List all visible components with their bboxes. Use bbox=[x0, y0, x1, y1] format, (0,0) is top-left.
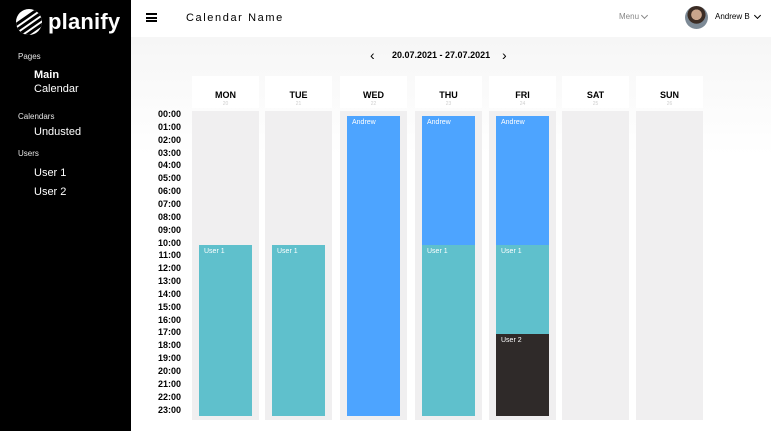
event-label: Andrew bbox=[352, 119, 376, 126]
day-name: THU bbox=[439, 90, 458, 100]
section-label-users: Users bbox=[18, 149, 39, 158]
time-label: 01:00 bbox=[157, 121, 181, 132]
next-week-button[interactable]: › bbox=[502, 47, 507, 63]
avatar[interactable] bbox=[685, 6, 708, 29]
time-label: 23:00 bbox=[157, 404, 181, 415]
day-number: 24 bbox=[519, 101, 526, 107]
brand-name: planify bbox=[48, 9, 121, 34]
day-name: FRI bbox=[515, 90, 530, 100]
day-column-mon[interactable]: User 1 bbox=[192, 111, 259, 420]
day-header-thu: THU 23 bbox=[415, 76, 482, 108]
day-column-sat[interactable] bbox=[562, 111, 629, 420]
event-block[interactable]: Andrew bbox=[496, 116, 549, 245]
sidebar-item-calendar[interactable]: Calendar bbox=[34, 83, 79, 95]
event-block[interactable]: User 1 bbox=[496, 244, 549, 335]
hamburger-icon[interactable] bbox=[146, 13, 157, 22]
day-header-mon: MON 20 bbox=[192, 76, 259, 108]
sidebar-item-user-1[interactable]: User 1 bbox=[34, 167, 67, 179]
day-column-fri[interactable]: Andrew User 1 User 2 bbox=[489, 111, 556, 420]
day-column-wed[interactable]: Andrew bbox=[340, 111, 407, 420]
day-column-sun[interactable] bbox=[636, 111, 703, 420]
time-label: 00:00 bbox=[157, 109, 181, 119]
day-number: 21 bbox=[295, 101, 302, 107]
day-name: WED bbox=[363, 90, 384, 100]
day-number: 22 bbox=[370, 101, 377, 107]
sidebar-item-undusted[interactable]: Undusted bbox=[34, 126, 82, 138]
time-label: 02:00 bbox=[157, 134, 181, 145]
event-block[interactable]: User 1 bbox=[422, 244, 475, 416]
time-label: 11:00 bbox=[158, 250, 181, 261]
event-block[interactable]: User 1 bbox=[199, 244, 252, 416]
time-label: 07:00 bbox=[157, 198, 181, 209]
event-label: User 1 bbox=[427, 247, 448, 255]
day-name: SAT bbox=[586, 90, 605, 100]
logo-icon bbox=[16, 9, 42, 35]
day-header-fri: FRI 24 bbox=[489, 76, 556, 108]
chevron-down-icon bbox=[753, 11, 761, 19]
event-block[interactable]: Andrew bbox=[347, 116, 400, 416]
prev-week-button[interactable]: ‹ bbox=[370, 47, 375, 63]
day-number: 26 bbox=[666, 101, 673, 107]
time-label: 15:00 bbox=[157, 301, 181, 312]
time-label: 10:00 bbox=[157, 237, 181, 248]
time-label: 19:00 bbox=[157, 353, 181, 364]
time-label: 12:00 bbox=[157, 263, 181, 274]
section-label-pages: Pages bbox=[18, 52, 41, 61]
time-label: 13:00 bbox=[157, 276, 181, 287]
time-label: 08:00 bbox=[157, 211, 181, 222]
event-label: User 2 bbox=[501, 337, 522, 345]
time-label: 14:00 bbox=[157, 288, 181, 299]
calendar-title: Calendar Name bbox=[186, 12, 284, 24]
sidebar-item-user-2[interactable]: User 2 bbox=[34, 186, 67, 198]
time-label: 03:00 bbox=[157, 147, 181, 158]
event-label: User 1 bbox=[277, 247, 298, 255]
time-label: 20:00 bbox=[157, 366, 181, 376]
user-name: Andrew B bbox=[715, 12, 750, 21]
brand-logo[interactable]: planify bbox=[16, 9, 120, 35]
day-header-sat: SAT 25 bbox=[562, 76, 629, 108]
day-header-tue: TUE 21 bbox=[265, 76, 332, 108]
menu-dropdown[interactable]: Menu bbox=[619, 11, 649, 21]
time-label: 16:00 bbox=[157, 314, 181, 325]
day-number: 23 bbox=[445, 101, 452, 107]
time-label: 21:00 bbox=[157, 378, 181, 389]
event-label: User 1 bbox=[204, 247, 225, 255]
day-header-wed: WED 22 bbox=[340, 76, 407, 108]
sidebar-item-main[interactable]: Main bbox=[34, 69, 60, 81]
section-label-calendars: Calendars bbox=[18, 112, 55, 121]
menu-label: Menu bbox=[619, 12, 640, 21]
day-number: 20 bbox=[222, 101, 229, 107]
time-label: 06:00 bbox=[157, 186, 181, 197]
time-label: 17:00 bbox=[157, 327, 181, 338]
time-label: 04:00 bbox=[157, 160, 181, 171]
event-block[interactable]: User 2 bbox=[496, 334, 549, 416]
event-block[interactable]: Andrew bbox=[422, 116, 475, 245]
event-label: Andrew bbox=[427, 119, 451, 126]
time-label: 09:00 bbox=[157, 224, 181, 235]
time-label: 05:00 bbox=[157, 173, 181, 184]
day-name: SUN bbox=[659, 90, 679, 100]
event-label: User 1 bbox=[501, 247, 522, 255]
day-name: TUE bbox=[289, 90, 308, 100]
time-label: 18:00 bbox=[157, 340, 181, 351]
day-column-thu[interactable]: Andrew User 1 bbox=[415, 111, 482, 420]
day-name: MON bbox=[215, 90, 236, 100]
event-label: Andrew bbox=[501, 119, 525, 126]
time-label: 22:00 bbox=[157, 391, 181, 402]
date-range: 20.07.2021 - 27.07.2021 bbox=[392, 50, 491, 60]
chevron-down-icon bbox=[640, 11, 649, 19]
header: Calendar Name Menu Andrew B bbox=[131, 0, 771, 37]
event-block[interactable]: User 1 bbox=[272, 244, 325, 416]
day-column-tue[interactable]: User 1 bbox=[265, 111, 332, 420]
calendar-view: ‹ 20.07.2021 - 27.07.2021 › 00:00 01:00 02… bbox=[131, 37, 771, 431]
user-menu[interactable]: Andrew B bbox=[715, 11, 761, 21]
day-header-sun: SUN 26 bbox=[636, 76, 703, 108]
day-number: 25 bbox=[592, 101, 599, 107]
sidebar: planify Pages Main Calendar Calendars Un… bbox=[0, 0, 131, 431]
